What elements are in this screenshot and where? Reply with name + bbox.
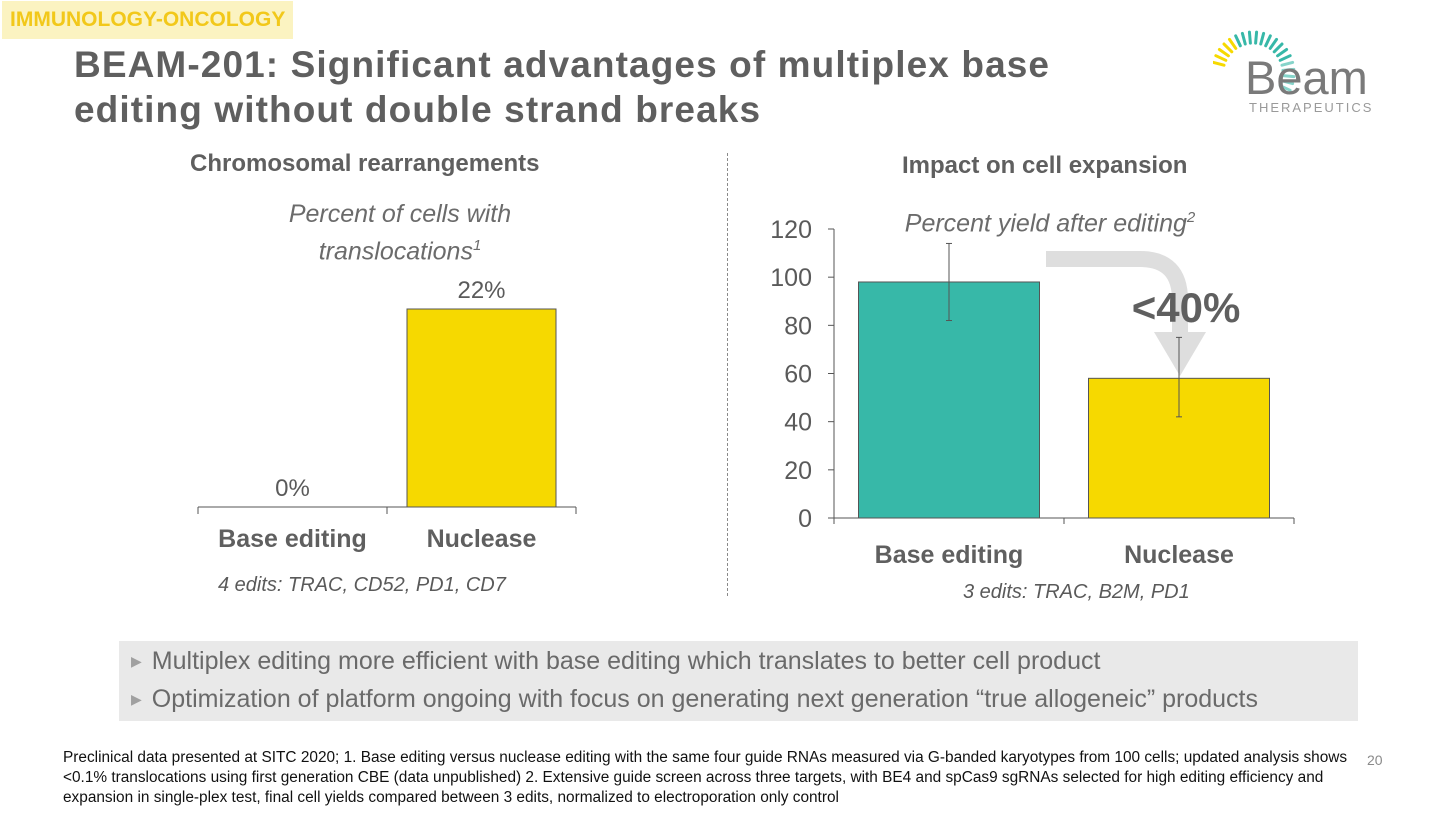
right-edits-note: 3 edits: TRAC, B2M, PD1 <box>963 581 1190 603</box>
logo-ray <box>1280 79 1295 86</box>
logo-ray <box>1281 74 1296 79</box>
bar-nuclease <box>406 308 557 508</box>
bullet-text: Optimization of platform ongoing with fo… <box>151 685 1258 713</box>
bar-base-editing <box>858 281 1040 519</box>
logo-ray <box>1240 31 1247 46</box>
y-tick-label: 60 <box>784 361 812 389</box>
logo-ray <box>1214 54 1228 62</box>
left-panel-heading: Chromosomal rearrangements <box>190 150 540 177</box>
logo-sunburst-icon <box>1213 30 1296 92</box>
right-chart-subtitle: Percent yield after editing2 <box>880 202 1220 239</box>
bullet-arrow-icon: ▶ <box>131 653 142 669</box>
logo-ray <box>1222 42 1234 54</box>
x-tick-label: Base editing <box>218 525 367 553</box>
left-subtitle-line1: Percent of cells with <box>288 200 512 228</box>
x-tick-label: Base editing <box>875 541 1024 569</box>
y-tick-label: 20 <box>784 457 812 485</box>
left-subtitle-line2: translocations <box>318 237 473 266</box>
reduction-callout: <40% <box>1132 284 1241 331</box>
logo-ray <box>1254 30 1259 45</box>
logo-tagline: THERAPEUTICS <box>1249 100 1373 115</box>
logo-ray <box>1268 37 1279 50</box>
x-tick-label: Nuclease <box>1124 541 1234 569</box>
page-number: 20 <box>1367 752 1383 768</box>
logo-ray <box>1280 60 1295 67</box>
logo-ray <box>1281 67 1296 72</box>
logo-ray <box>1217 47 1230 58</box>
logo-ray <box>1264 34 1272 48</box>
slide-title: BEAM-201: Significant advantages of mult… <box>74 44 1051 130</box>
logo-ray <box>1213 60 1226 67</box>
y-tick-label: 120 <box>770 216 812 244</box>
footnote: Preclinical data presented at SITC 2020;… <box>63 749 1348 806</box>
data-label: 22% <box>457 277 505 304</box>
y-tick-label: 0 <box>798 505 812 533</box>
reduction-arrow-icon <box>1046 251 1188 332</box>
left-chart-subtitle: Percent of cells with translocations1 <box>230 199 570 267</box>
logo-ray <box>1227 37 1238 50</box>
y-tick-label: 100 <box>770 264 812 292</box>
logo-ray <box>1259 31 1266 46</box>
y-tick-label: 40 <box>784 409 812 437</box>
right-subtitle-text: Percent yield after editing <box>904 209 1187 238</box>
left-edits-note: 4 edits: TRAC, CD52, PD1, CD7 <box>218 574 506 596</box>
right-panel-heading: Impact on cell expansion <box>902 152 1188 179</box>
data-label: 0% <box>275 475 310 502</box>
bullet-item: ▶ Optimization of platform ongoing with … <box>131 685 1258 714</box>
right-subtitle-footnote-ref: 2 <box>1186 209 1196 226</box>
reduction-arrowhead-icon <box>1154 332 1206 376</box>
beam-logo: Beam THERAPEUTICS <box>1213 30 1373 115</box>
logo-ray <box>1247 30 1252 45</box>
logo-ray <box>1234 34 1242 48</box>
logo-ray <box>1278 84 1292 92</box>
bullet-arrow-icon: ▶ <box>131 691 142 707</box>
key-points-box: ▶ Multiplex editing more efficient with … <box>119 641 1358 721</box>
y-tick-label: 80 <box>784 312 812 340</box>
logo-ray <box>1278 54 1292 62</box>
logo-ray <box>1276 47 1289 58</box>
panel-divider <box>727 153 728 596</box>
bullet-text: Multiplex editing more efficient with ba… <box>151 647 1101 675</box>
bullet-item: ▶ Multiplex editing more efficient with … <box>131 647 1100 676</box>
section-tag: IMMUNOLOGY-ONCOLOGY <box>2 1 294 39</box>
logo-wordmark: Beam <box>1245 51 1368 104</box>
x-tick-label: Nuclease <box>427 525 537 553</box>
logo-ray <box>1272 42 1284 54</box>
left-subtitle-footnote-ref: 1 <box>472 237 482 254</box>
